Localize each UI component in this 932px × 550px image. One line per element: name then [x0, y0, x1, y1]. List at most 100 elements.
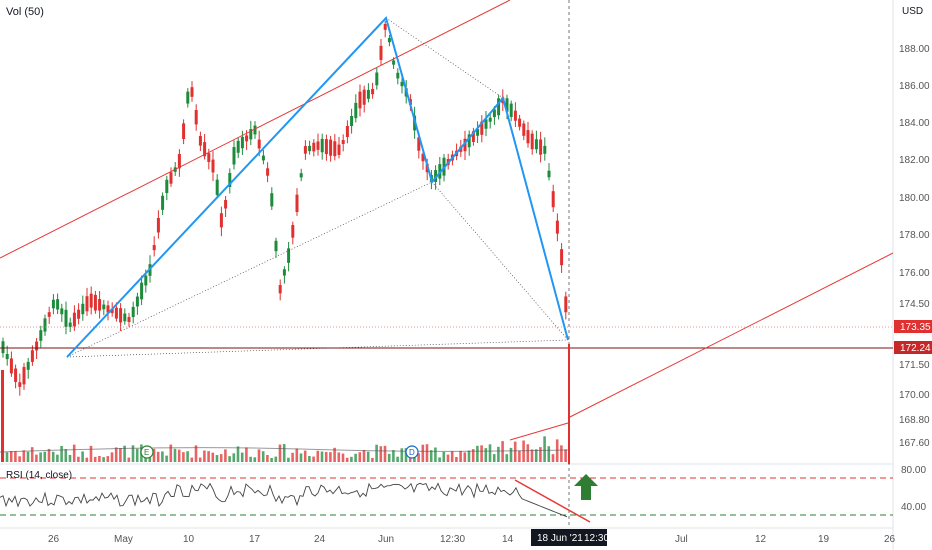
candle-body: [177, 154, 181, 169]
volume-bar: [324, 451, 328, 462]
candle-body: [5, 354, 9, 360]
price-tick: 171.50: [899, 360, 930, 371]
candle-body: [278, 285, 282, 294]
upper-trendline[interactable]: [0, 0, 511, 259]
candle-body: [144, 275, 148, 286]
candle-body: [530, 133, 534, 150]
volume-bar: [173, 448, 177, 462]
harmonic-pattern[interactable]: [66, 16, 569, 358]
candle-body: [39, 330, 43, 341]
volume-bar: [253, 457, 257, 462]
volume-bar: [530, 449, 534, 462]
price-tick: 167.60: [899, 438, 930, 449]
candle-body: [30, 350, 34, 362]
candle-body: [337, 144, 341, 155]
candle-body: [43, 318, 47, 332]
volume-indicator-label[interactable]: Vol (50): [6, 6, 44, 18]
candle-body: [417, 137, 421, 151]
candle-body: [543, 145, 547, 154]
volume-bar: [165, 455, 168, 462]
volume-bar: [1, 370, 4, 462]
volume-bar: [190, 457, 194, 462]
volume-bar: [274, 456, 278, 462]
candle-body: [68, 322, 72, 327]
volume-trendline[interactable]: [509, 422, 569, 441]
volume-bar: [161, 451, 164, 462]
price-tick: 176.00: [899, 268, 930, 279]
candle-body: [123, 313, 127, 322]
volume-bar: [240, 452, 244, 462]
earnings-badge[interactable]: E: [140, 445, 154, 459]
volume-bar: [312, 456, 315, 462]
price-tag-173: 173.35: [900, 322, 931, 333]
volume-bar: [396, 456, 399, 462]
candle-body: [522, 123, 526, 136]
candle-body: [358, 91, 362, 109]
volume-bar: [463, 452, 467, 462]
candle-body: [1, 341, 5, 354]
price-tick: 180.00: [899, 193, 930, 204]
candle-body: [232, 147, 236, 165]
volume-bar: [249, 456, 252, 462]
time-tick: 12: [755, 534, 767, 545]
candle-body: [497, 98, 501, 116]
time-tick: Jul: [675, 534, 688, 545]
candle-body: [316, 141, 320, 150]
volume-bar: [320, 451, 324, 462]
price-tick: 184.00: [899, 118, 930, 129]
time-tick: 26: [884, 534, 896, 545]
candle-body: [9, 358, 13, 374]
volume-bar: [123, 445, 126, 462]
candle-body: [127, 317, 131, 322]
volume-bar: [203, 450, 206, 462]
currency-label[interactable]: USD: [902, 6, 924, 17]
time-tick: Jun: [378, 534, 394, 545]
volume-bar: [215, 455, 219, 462]
candle-body: [379, 45, 383, 60]
volume-bar: [114, 447, 118, 462]
volume-bar: [303, 450, 307, 462]
volume-bar: [89, 445, 93, 462]
candle-body: [60, 308, 64, 315]
price-tag-bg: [894, 341, 932, 354]
volume-bar: [35, 454, 38, 462]
candle-body: [131, 306, 135, 318]
rsi-indicator-label[interactable]: RSI (14, close): [6, 470, 73, 481]
volume-bar: [551, 454, 555, 462]
volume-bar: [211, 452, 215, 462]
candle-body: [77, 309, 81, 319]
rsi-divergence-line[interactable]: [514, 479, 591, 523]
candle-body: [387, 38, 391, 43]
candle-body: [266, 168, 270, 176]
volume-bar: [429, 450, 433, 462]
volume-bar: [497, 446, 500, 462]
candle-body: [161, 195, 165, 210]
rsi-tick: 80.00: [901, 465, 926, 476]
rising-trendline[interactable]: [567, 252, 894, 419]
candle-body: [261, 155, 265, 161]
candle-body: [14, 368, 18, 382]
price-tick: 182.00: [899, 155, 930, 166]
price-tick: 174.50: [899, 299, 930, 310]
candle-body: [72, 312, 76, 327]
volume-bar: [261, 451, 265, 462]
time-tick: 19: [818, 534, 830, 545]
pattern-dotted-xb: [66, 181, 433, 358]
volume-bar: [371, 457, 374, 462]
candle-body: [102, 304, 106, 310]
volume-bar: [488, 444, 492, 462]
candle-body: [484, 119, 488, 129]
volume-bar: [421, 444, 425, 462]
volume-bar: [471, 449, 475, 462]
volume-bar: [257, 449, 261, 462]
candle-body: [114, 307, 118, 319]
volume-bar: [350, 456, 353, 462]
volume-bar: [72, 444, 76, 462]
arrow-up-icon: [574, 474, 598, 500]
dividend-badge[interactable]: D: [405, 445, 419, 459]
candle-body: [396, 72, 400, 79]
volume-bar: [232, 453, 236, 462]
volume-bar: [266, 454, 269, 462]
volume-bar: [299, 453, 303, 462]
